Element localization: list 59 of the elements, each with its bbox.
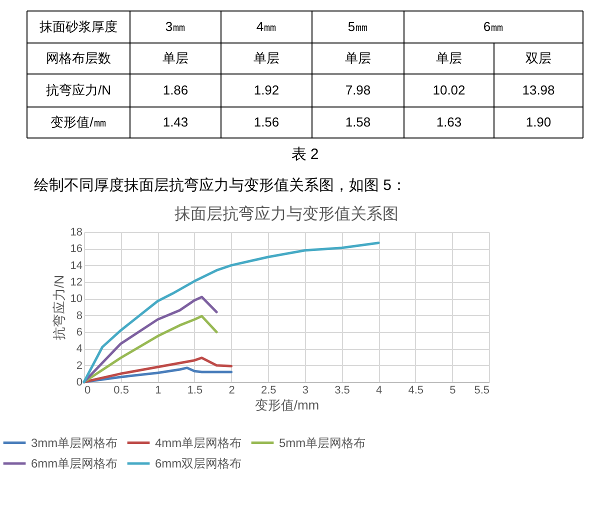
text: 10.02 [432, 82, 466, 98]
y-tick-label: 16 [70, 243, 82, 256]
chart-title: 抹面层抗弯应力与变形值关系图 [174, 205, 398, 223]
y-tick-label: 8 [76, 310, 82, 322]
text: 表 2 [291, 146, 319, 163]
legend-label: 5mm单层网格布 [279, 436, 366, 450]
x-tick-label: 1.5 [187, 384, 203, 396]
y-tick-label: 0 [76, 376, 82, 388]
x-tick-label: 3.5 [334, 384, 350, 396]
text: 抗弯应力/N [46, 82, 111, 98]
x-tick-label: 4 [376, 384, 382, 396]
x-axis-title: 变形值/mm [254, 398, 320, 412]
y-tick-label: 12 [70, 276, 82, 288]
line-series [82, 242, 380, 384]
y-tick-label: 18 [70, 226, 82, 238]
x-tick-label: 1 [155, 384, 162, 396]
x-tick-label: 5 [450, 384, 456, 396]
text: 1.58 [345, 114, 371, 130]
y-tick-label: 4 [76, 343, 82, 356]
x-tick-label: 4.5 [408, 384, 424, 396]
text: 7.98 [345, 82, 371, 98]
x-tick-label: 0 [84, 384, 91, 396]
text: 单层 [345, 50, 371, 66]
text: 4㎜ [256, 19, 277, 34]
x-tick-label: 2 [228, 384, 235, 396]
text: 13.98 [522, 82, 555, 98]
y-tick-label: 2 [76, 360, 82, 372]
text: 双层 [526, 50, 552, 66]
text: 6㎜ [483, 19, 504, 34]
x-tick-label: 3 [302, 384, 308, 396]
x-tick-label: 0.5 [114, 384, 129, 396]
text: 1.56 [254, 114, 280, 130]
x-tick-label: 2.5 [260, 384, 276, 396]
text: 抹面砂浆厚度 [40, 19, 118, 34]
x-tick-label: 5.5 [474, 384, 490, 396]
text: 单层 [436, 50, 462, 66]
legend-label: 6mm双层网格布 [155, 456, 242, 470]
text: 1.63 [436, 114, 462, 130]
text: 5㎜ [348, 19, 368, 34]
text: 3㎜ [165, 19, 186, 34]
text: 1.86 [162, 82, 188, 98]
y-axis-title: 抗弯应力/N [51, 275, 66, 340]
legend-label: 4mm单层网格布 [155, 436, 242, 450]
text: 单层 [162, 50, 188, 66]
text: 绘制不同厚度抹面层抗弯应力与变形值关系图，如图 5： [34, 177, 407, 194]
line-series [82, 314, 218, 384]
line-series [82, 356, 233, 384]
y-tick-label: 6 [76, 326, 82, 338]
y-tick-label: 10 [70, 293, 82, 306]
line-series [82, 296, 218, 384]
text: 1.43 [162, 114, 188, 130]
text: 1.90 [526, 114, 552, 130]
text: 网格布层数 [46, 50, 111, 66]
text: 1.92 [254, 82, 280, 98]
text: 变形值/㎜ [50, 114, 106, 130]
legend-label: 3mm单层网格布 [31, 436, 118, 450]
text: 单层 [254, 50, 280, 66]
y-tick-label: 14 [70, 260, 82, 272]
legend-label: 6mm单层网格布 [31, 456, 118, 470]
